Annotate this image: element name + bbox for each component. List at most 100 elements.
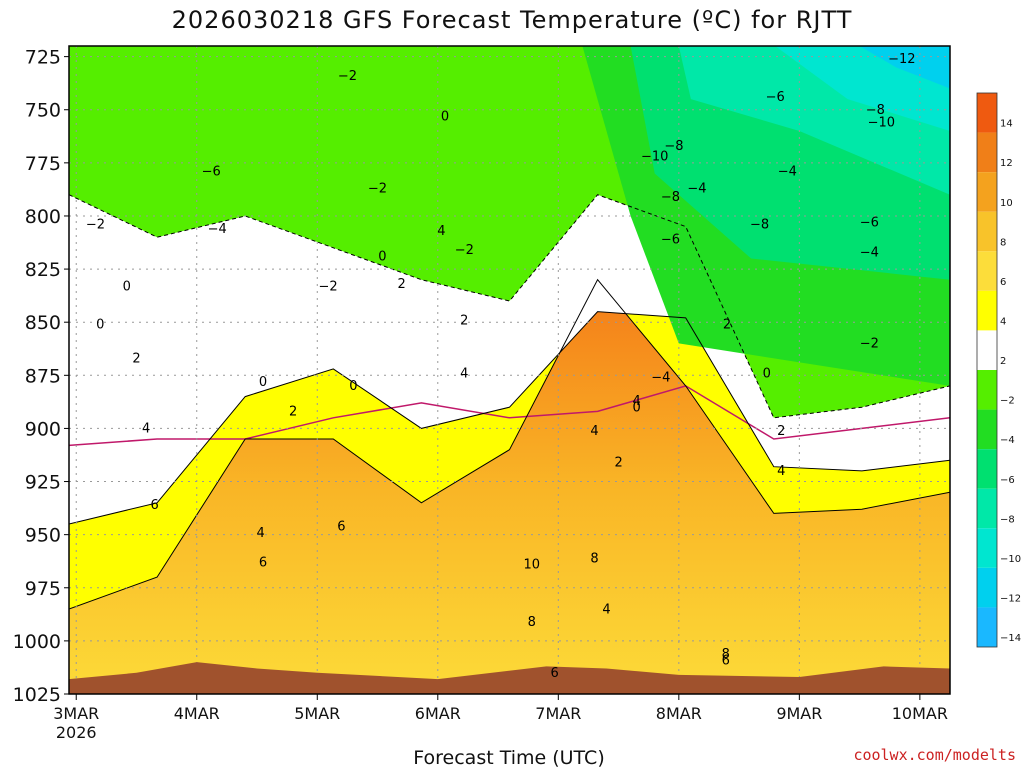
x-tick-label: 4MAR: [174, 704, 220, 723]
contour-label: −4: [860, 245, 879, 260]
plot-area: −2 −6 −4 −2 −2 −2 0 0 0 0 0 0 0 0 −2 2 2 2 2 2 2 2 4 4 4 4 4 4 4 4 6 6 6…: [69, 46, 950, 694]
contour-label: 6: [150, 498, 158, 513]
contour-label: 4: [142, 422, 150, 437]
contour-label: 0: [763, 366, 771, 381]
y-tick-label: 925: [25, 472, 61, 494]
x-tick-label: 7MAR: [535, 704, 581, 723]
colorbar-label: 12: [1000, 158, 1013, 169]
warm-band: [69, 279, 950, 694]
colorbar-swatch: [977, 409, 997, 450]
contour-label: −8: [664, 139, 683, 154]
contour-label: −10: [868, 116, 895, 131]
x-axis-title: Forecast Time (UTC): [413, 747, 604, 768]
colorbar: 14 12 10 8 6 4 2 −2 −4 −6 −8 −10 −12 −14: [976, 92, 1021, 648]
colorbar-label: 6: [1000, 277, 1006, 288]
contour-label: 2: [723, 318, 731, 333]
colorbar-label: −10: [1000, 554, 1021, 565]
contour-label: 6: [259, 556, 267, 571]
y-tick-label: 1025: [13, 684, 61, 706]
y-tick-label: 825: [25, 259, 61, 281]
contour-label: 2: [397, 277, 405, 292]
contour-label: 2: [777, 424, 785, 439]
y-tick-label: 975: [25, 578, 61, 600]
colorbar-swatch: [977, 132, 997, 173]
colorbar-swatch: [977, 290, 997, 331]
contour-label: −8: [866, 103, 885, 118]
grid-lines: [69, 46, 950, 694]
contour-label: 0: [349, 379, 357, 394]
isotherm-4-line: [69, 278, 950, 610]
colorbar-label: −6: [1000, 475, 1015, 486]
colorbar-label: 8: [1000, 237, 1006, 248]
contour-label: 8: [528, 615, 536, 630]
temperature-field: [69, 46, 950, 694]
colorbar-swatch: [977, 211, 997, 252]
y-tick-label: 900: [25, 418, 61, 440]
colorbar-swatch: [977, 528, 997, 568]
contour-label: −2: [319, 279, 338, 294]
colorbar-swatch: [977, 488, 997, 529]
contour-label: 4: [632, 394, 640, 409]
y-tick-label: 875: [25, 365, 61, 387]
contour-label: −2: [455, 243, 474, 258]
x-tick-label: 10MAR: [892, 704, 948, 723]
credit-text: coolwx.com/modelts: [853, 746, 1016, 764]
contour-label: 6: [551, 666, 559, 681]
contour-label: 4: [777, 464, 785, 479]
colorbar-label: −8: [1000, 514, 1015, 525]
contour-label: 0: [632, 400, 640, 415]
contour-label: 0: [378, 250, 386, 265]
contour-label: 6: [337, 519, 345, 534]
x-tick-label: 3MAR: [53, 704, 99, 723]
contour-labels: −2 −6 −4 −2 −2 −2 0 0 0 0 0 0 0 0 −2 2 2 2 2 2 2 2 4 4 4 4 4 4 4 4 6 6 6…: [86, 52, 916, 681]
colorbar-swatch: [977, 172, 997, 212]
contour-label: 6: [722, 653, 730, 668]
contour-label: −8: [661, 190, 680, 205]
isotherm-0-line: [69, 385, 950, 447]
colorbar-label: 4: [1000, 317, 1006, 328]
colorbar-swatch: [977, 607, 997, 647]
contour-label: 8: [722, 647, 730, 662]
x-tick-label: 8MAR: [656, 704, 702, 723]
contour-label: −2: [368, 182, 387, 197]
chart-title: 2026030218 GFS Forecast Temperature (ºC)…: [172, 6, 853, 34]
x-tick-label: 5MAR: [294, 704, 340, 723]
contour-label: 4: [590, 424, 598, 439]
isotherm-2-line: [69, 311, 950, 525]
contour-label: 10: [524, 558, 541, 573]
contour-label: −4: [208, 222, 227, 237]
colorbar-swatch: [977, 330, 997, 370]
contour-label: 4: [460, 366, 468, 381]
colorbar-swatch: [977, 93, 997, 133]
contour-label: −2: [860, 337, 879, 352]
terrain-surface: [69, 662, 950, 694]
colorbar-label: −4: [1000, 435, 1015, 446]
contour-label: 2: [460, 313, 468, 328]
plot-frame: [68, 45, 951, 695]
contour-label: −6: [661, 233, 680, 248]
contour-label: −6: [202, 165, 221, 180]
contour-label: 0: [259, 375, 267, 390]
contour-label: −2: [86, 218, 105, 233]
contour-label: −8: [750, 218, 769, 233]
contour-label: 0: [96, 318, 104, 333]
isotherm-lines: [69, 194, 950, 610]
colorbar-swatch: [977, 370, 997, 410]
contour-label: 2: [614, 456, 622, 471]
y-tick-label: 950: [25, 525, 61, 547]
y-tick-label: 1000: [13, 631, 61, 653]
colorbar-swatch: [977, 251, 997, 291]
contour-label: −10: [641, 150, 668, 165]
y-tick-label: 850: [25, 312, 61, 334]
y-tick-label: 800: [25, 206, 61, 228]
colorbar-label: 10: [1000, 198, 1013, 209]
x-tick-label: 9MAR: [776, 704, 822, 723]
contour-label: 0: [123, 279, 131, 294]
colorbar-label: 14: [1000, 119, 1013, 130]
colorbar-swatch: [977, 567, 997, 608]
contour-label: −12: [888, 52, 915, 67]
y-axis: 725 750 775 800 825 850 875 900 925 950 975 1000 102…: [13, 47, 69, 706]
colorbar-label: −14: [1000, 633, 1021, 644]
contour-label: 2: [132, 352, 140, 367]
